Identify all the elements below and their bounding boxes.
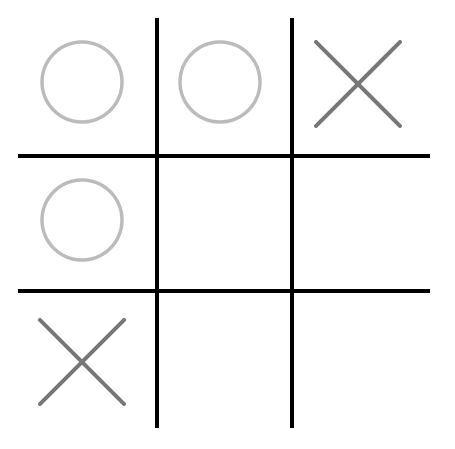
x-mark <box>38 318 126 406</box>
o-mark <box>178 40 262 124</box>
marks <box>38 40 402 406</box>
o-mark <box>40 178 124 262</box>
grid <box>18 18 430 428</box>
x-stroke <box>314 40 402 128</box>
x-mark <box>314 40 402 128</box>
x-stroke <box>38 318 126 406</box>
noise-texture <box>10 20 450 445</box>
o-mark <box>40 40 124 124</box>
